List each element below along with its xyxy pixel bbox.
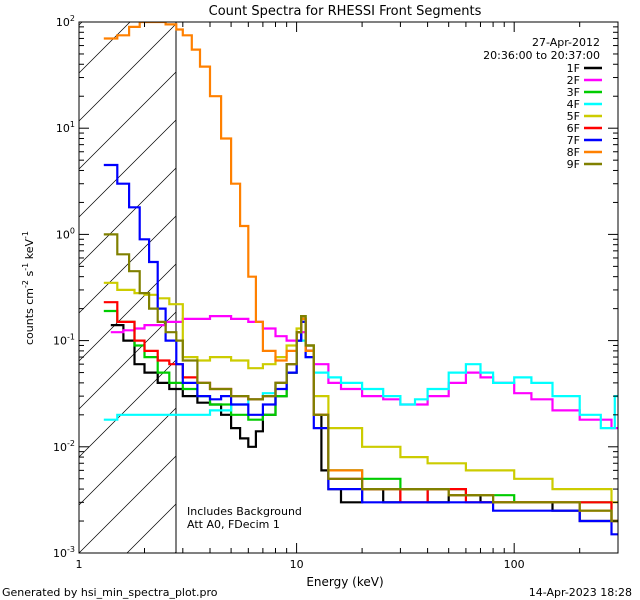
y-tick-label: 101 [56,120,75,135]
hatch-line [607,22,640,553]
series-line-2f [110,315,618,430]
x-tick-label: 100 [504,558,525,571]
series-line-8f [103,22,618,523]
series-line-4f [103,339,618,430]
y-tick-label: 100 [56,226,75,241]
hatch-line [79,263,176,362]
plot-frame [78,21,619,554]
hatch-line [79,167,176,266]
y-tick-label: 10-3 [53,545,75,560]
chart-title: Count Spectra for RHESSI Front Segments [209,4,482,19]
hatch-line [79,215,176,314]
legend-label-9f: 9F [567,158,580,171]
legend-label-4f: 4F [567,98,580,111]
hatch-line [79,311,176,410]
annotation-time-range: 20:36:00 to 20:37:00 [483,49,600,62]
legend-label-7f: 7F [567,134,580,147]
y-tick-label: 10-1 [53,333,75,348]
x-tick-label: 1 [76,558,83,571]
series-line-1f [110,320,618,523]
annotation-background: Includes Background [187,505,302,518]
hatch-line [79,455,176,553]
hatch-line [271,22,640,553]
hatch-line [126,503,176,553]
hatch-line [319,22,640,553]
annotation-date: 27-Apr-2012 [532,36,600,49]
legend-label-6f: 6F [567,122,580,135]
footer-generated-by: Generated by hsi_min_spectra_plot.pro [2,586,218,599]
hatch-line [79,407,176,506]
annotation-attenuator: Att A0, FDecim 1 [187,518,280,531]
series-line-9f [103,233,618,523]
legend-label-3f: 3F [567,86,580,99]
hatch-line [415,22,640,553]
hatch-line [463,22,640,553]
y-tick-label: 10-2 [53,439,75,454]
series-line-7f [103,163,618,536]
legend-label-8f: 8F [567,146,580,159]
hatch-line [79,22,83,26]
hatch-line [79,119,176,218]
legend-label-1f: 1F [567,62,580,75]
footer-timestamp: 14-Apr-2023 18:28 [529,586,632,599]
hatch-line [79,23,176,122]
y-tick-label: 102 [56,14,75,29]
x-tick-label: 10 [290,558,304,571]
y-axis-label: counts cm-2 s-1 keV-1 [21,231,36,345]
x-axis-label: Energy (keV) [306,575,383,589]
hatched-region [79,22,640,553]
hatch-line [79,71,176,170]
hatch-line [367,22,640,553]
legend-label-2f: 2F [567,74,580,87]
legend-label-5f: 5F [567,110,580,123]
